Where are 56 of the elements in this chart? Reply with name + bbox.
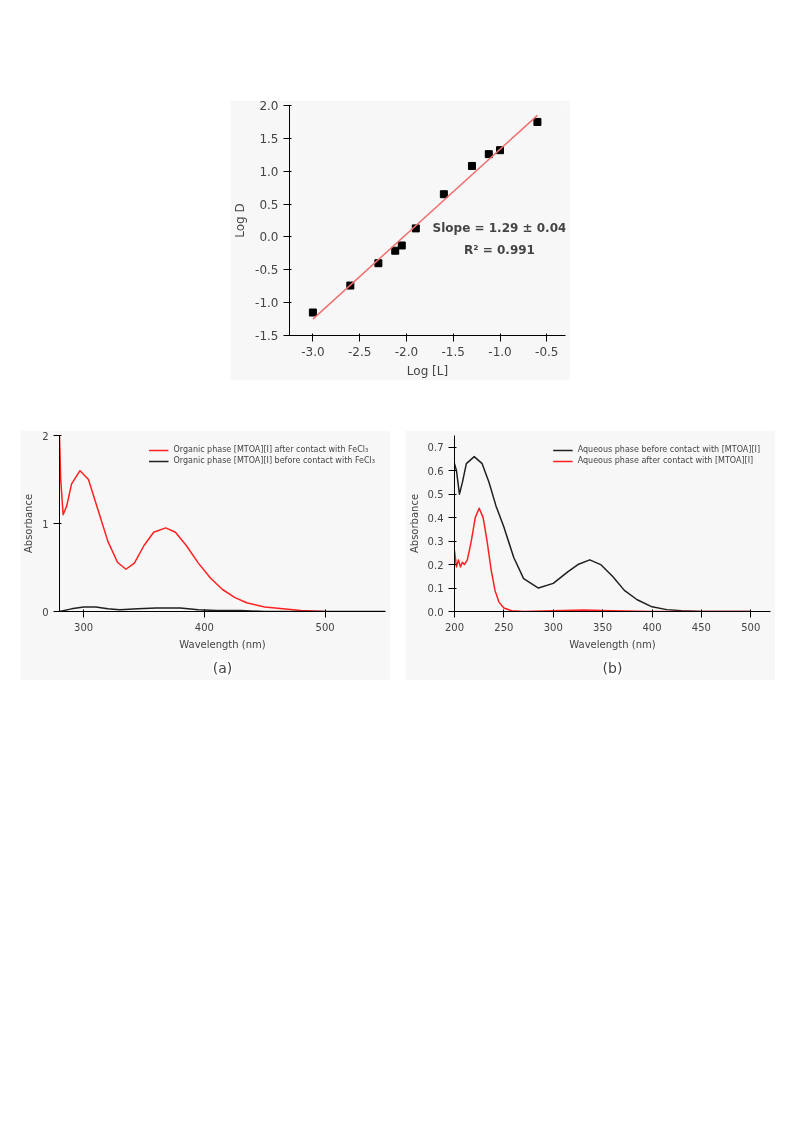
y-tick-label: 0.0 <box>427 606 444 618</box>
y-tick-label: 0.7 <box>427 442 444 454</box>
annotation: R² = 0.991 <box>464 242 535 257</box>
y-tick-label: 0.5 <box>259 197 279 212</box>
y-tick-label: 0.3 <box>427 536 444 548</box>
x-axis-title: Wavelength (nm) <box>569 638 656 650</box>
point <box>484 150 493 159</box>
point <box>308 308 317 317</box>
x-tick-label: -1.5 <box>441 344 465 359</box>
y-axis-title: Absorbance <box>23 493 35 554</box>
x-tick-label: 300 <box>543 621 563 633</box>
y-tick-label: 0.4 <box>427 512 444 524</box>
x-axis-title: Wavelength (nm) <box>179 638 266 650</box>
text: (b) <box>602 659 623 676</box>
x-tick-label: 350 <box>593 621 613 633</box>
legend-label: Organic phase [MTOA][I] before contact with FeCl₃ <box>173 456 375 465</box>
legend-label: Aqueous phase after contact with [MTOA][I] <box>577 456 754 465</box>
y-tick-label: 2.0 <box>259 99 279 113</box>
annotation: Slope = 1.29 ± 0.04 <box>432 220 567 235</box>
point <box>439 190 448 199</box>
x-tick-label: 400 <box>194 621 214 633</box>
point <box>391 246 400 255</box>
y-tick-label: -0.5 <box>255 263 279 278</box>
legend-label: Aqueous phase before contact with [MTOA][I] <box>577 445 760 454</box>
legend-label: Organic phase [MTOA][I] after contact with FeCl₃ <box>173 445 369 454</box>
x-tick-label: 300 <box>74 621 94 633</box>
y-tick-label: 0.1 <box>427 583 444 595</box>
y-tick-label: -1.5 <box>255 329 279 343</box>
x-tick-label: 500 <box>315 621 335 633</box>
x-tick-label: -0.5 <box>535 344 559 359</box>
x-tick-label: 400 <box>642 621 662 633</box>
y-axis-title: Log D <box>233 203 248 238</box>
y-tick-label: 0.2 <box>427 559 444 571</box>
x-tick-label: 200 <box>444 621 465 633</box>
y-axis-title: Absorbance <box>408 493 420 554</box>
point <box>467 161 476 170</box>
point <box>397 241 406 250</box>
point <box>533 117 542 126</box>
y-tick-label: 2 <box>42 430 49 442</box>
text: (a) <box>212 659 233 676</box>
y-tick-label: -1.0 <box>255 296 279 311</box>
y-tick-label: 0.6 <box>427 465 444 477</box>
y-tick-label: 0.0 <box>259 230 279 245</box>
y-tick-label: 1.5 <box>259 131 279 146</box>
x-tick-label: 450 <box>691 621 711 633</box>
y-tick-label: 0 <box>42 606 49 618</box>
x-axis-title: Log [L] <box>406 363 449 378</box>
x-tick-label: 250 <box>494 621 514 633</box>
x-tick-label: -3.0 <box>301 344 325 359</box>
x-tick-label: -1.0 <box>488 344 512 359</box>
x-tick-label: -2.0 <box>394 344 419 359</box>
x-tick-label: -2.5 <box>347 344 372 359</box>
y-tick-label: 1 <box>42 518 49 530</box>
x-tick-label: 500 <box>741 621 761 633</box>
y-tick-label: 0.5 <box>427 489 444 501</box>
y-tick-label: 1.0 <box>259 164 279 179</box>
